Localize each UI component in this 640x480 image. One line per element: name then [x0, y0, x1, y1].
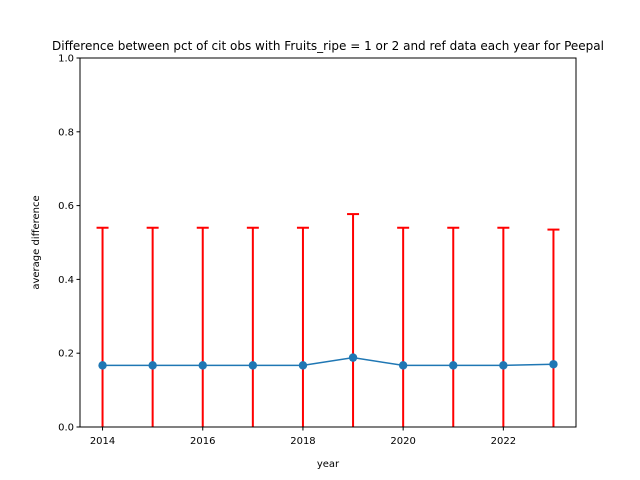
x-tick-label: 2016	[190, 436, 215, 447]
data-point	[198, 361, 207, 370]
x-axis-ticks: 2014 2016 2018 2020 2022	[90, 427, 516, 447]
y-tick-label: 1.0	[58, 54, 74, 65]
x-tick-label: 2022	[491, 436, 516, 447]
y-axis-ticks: 0.0 0.2 0.4 0.6 0.8 1.0	[58, 54, 80, 434]
y-tick-label: 0.8	[58, 127, 74, 138]
data-point	[298, 361, 308, 370]
y-tick-label: 0.4	[58, 275, 74, 286]
x-axis-label: year	[317, 459, 340, 470]
y-axis-label: average difference	[31, 195, 42, 289]
chart-title: Difference between pct of cit obs with F…	[52, 39, 604, 53]
data-point	[148, 361, 157, 370]
plot-frame	[79, 57, 577, 428]
data-point	[348, 353, 358, 362]
data-point	[499, 361, 508, 370]
data-point	[98, 361, 107, 370]
y-tick-label: 0.0	[58, 423, 74, 434]
y-tick-label: 0.6	[58, 201, 74, 212]
y-tick-label: 0.2	[58, 349, 74, 360]
data-point	[398, 361, 408, 370]
x-tick-label: 2020	[390, 436, 415, 447]
x-tick-label: 2014	[90, 436, 115, 447]
data-point	[248, 361, 258, 370]
error-bars	[96, 213, 560, 427]
series-line-group	[98, 353, 558, 370]
data-point	[549, 360, 558, 369]
series-line	[102, 356, 554, 367]
plot-area	[80, 58, 576, 427]
data-point	[449, 361, 458, 370]
x-tick-label: 2018	[290, 436, 315, 447]
